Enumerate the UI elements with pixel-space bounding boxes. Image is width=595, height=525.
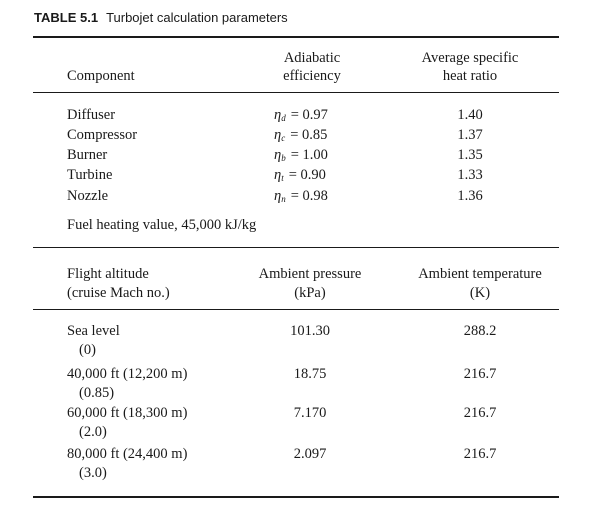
temperature-value: 288.2: [463, 323, 497, 339]
table-number: TABLE 5.1: [34, 10, 99, 25]
eta-subscript: n: [281, 194, 286, 204]
efficiency-value: ηd = 0.97: [274, 107, 328, 127]
heat-ratio-value: 1.33: [457, 167, 483, 183]
eta-value: = 0.98: [290, 188, 328, 204]
component-name: Diffuser: [67, 107, 116, 123]
component-name: Compressor: [67, 127, 138, 143]
table-caption: TABLE 5.1 Turbojet calculation parameters: [34, 10, 288, 25]
heat-ratio-value: 1.37: [457, 127, 483, 143]
heat-ratio-value: 1.36: [457, 188, 483, 204]
component-name: Nozzle: [67, 188, 109, 204]
header-altitude-line1: Flight altitude: [67, 266, 149, 282]
eta-symbol: η: [274, 147, 282, 163]
mach-number: (0): [79, 342, 96, 358]
header-rule-2: [33, 309, 559, 310]
efficiency-value: ηb = 1.00: [274, 147, 328, 167]
eta-symbol: η: [274, 188, 282, 204]
efficiency-value: ηt = 0.90: [274, 167, 326, 187]
efficiency-value: ηc = 0.85: [274, 127, 327, 147]
pressure-value: 7.170: [293, 405, 327, 421]
eta-symbol: η: [274, 167, 282, 183]
header-heat-ratio-line1: Average specific: [421, 50, 519, 66]
header-temperature-line1: Ambient temperature: [418, 266, 542, 282]
header-rule-1: [33, 92, 559, 93]
temperature-value: 216.7: [463, 446, 497, 462]
eta-subscript: d: [281, 113, 286, 123]
eta-value: = 1.00: [290, 147, 328, 163]
altitude-label: 80,000 ft (24,400 m): [67, 446, 188, 462]
table-title: Turbojet calculation parameters: [106, 10, 288, 25]
eta-subscript: b: [281, 153, 286, 163]
eta-value: = 0.90: [288, 167, 326, 183]
header-pressure-line1: Ambient pressure: [258, 266, 362, 282]
mach-number: (2.0): [79, 424, 107, 440]
header-heat-ratio-line2: heat ratio: [442, 68, 498, 84]
pressure-value: 2.097: [293, 446, 327, 462]
altitude-label: Sea level: [67, 323, 120, 339]
altitude-label: 40,000 ft (12,200 m): [67, 366, 188, 382]
header-component: Component: [67, 68, 135, 84]
fuel-footnote: Fuel heating value, 45,000 kJ/kg: [67, 217, 257, 233]
section-rule: [33, 247, 559, 248]
bottom-rule: [33, 496, 559, 498]
eta-symbol: η: [274, 107, 282, 123]
header-efficiency-line2: efficiency: [283, 68, 341, 84]
component-name: Turbine: [67, 167, 113, 183]
header-efficiency-line1: Adiabatic: [283, 50, 341, 66]
header-altitude-line2: (cruise Mach no.): [67, 285, 170, 301]
eta-subscript: t: [281, 173, 284, 183]
eta-subscript: c: [281, 133, 286, 143]
mach-number: (0.85): [79, 385, 115, 401]
component-name: Burner: [67, 147, 108, 163]
header-temperature-line2: (K): [469, 285, 491, 301]
temperature-value: 216.7: [463, 366, 497, 382]
pressure-value: 18.75: [293, 366, 327, 382]
mach-number: (3.0): [79, 465, 107, 481]
altitude-label: 60,000 ft (18,300 m): [67, 405, 188, 421]
pressure-value: 101.30: [290, 323, 330, 339]
heat-ratio-value: 1.40: [457, 107, 483, 123]
top-rule: [33, 36, 559, 38]
heat-ratio-value: 1.35: [457, 147, 483, 163]
eta-value: = 0.97: [290, 107, 328, 123]
header-pressure-line2: (kPa): [294, 285, 326, 301]
temperature-value: 216.7: [463, 405, 497, 421]
eta-value: = 0.85: [290, 127, 328, 143]
efficiency-value: ηn = 0.98: [274, 188, 328, 208]
eta-symbol: η: [274, 127, 282, 143]
